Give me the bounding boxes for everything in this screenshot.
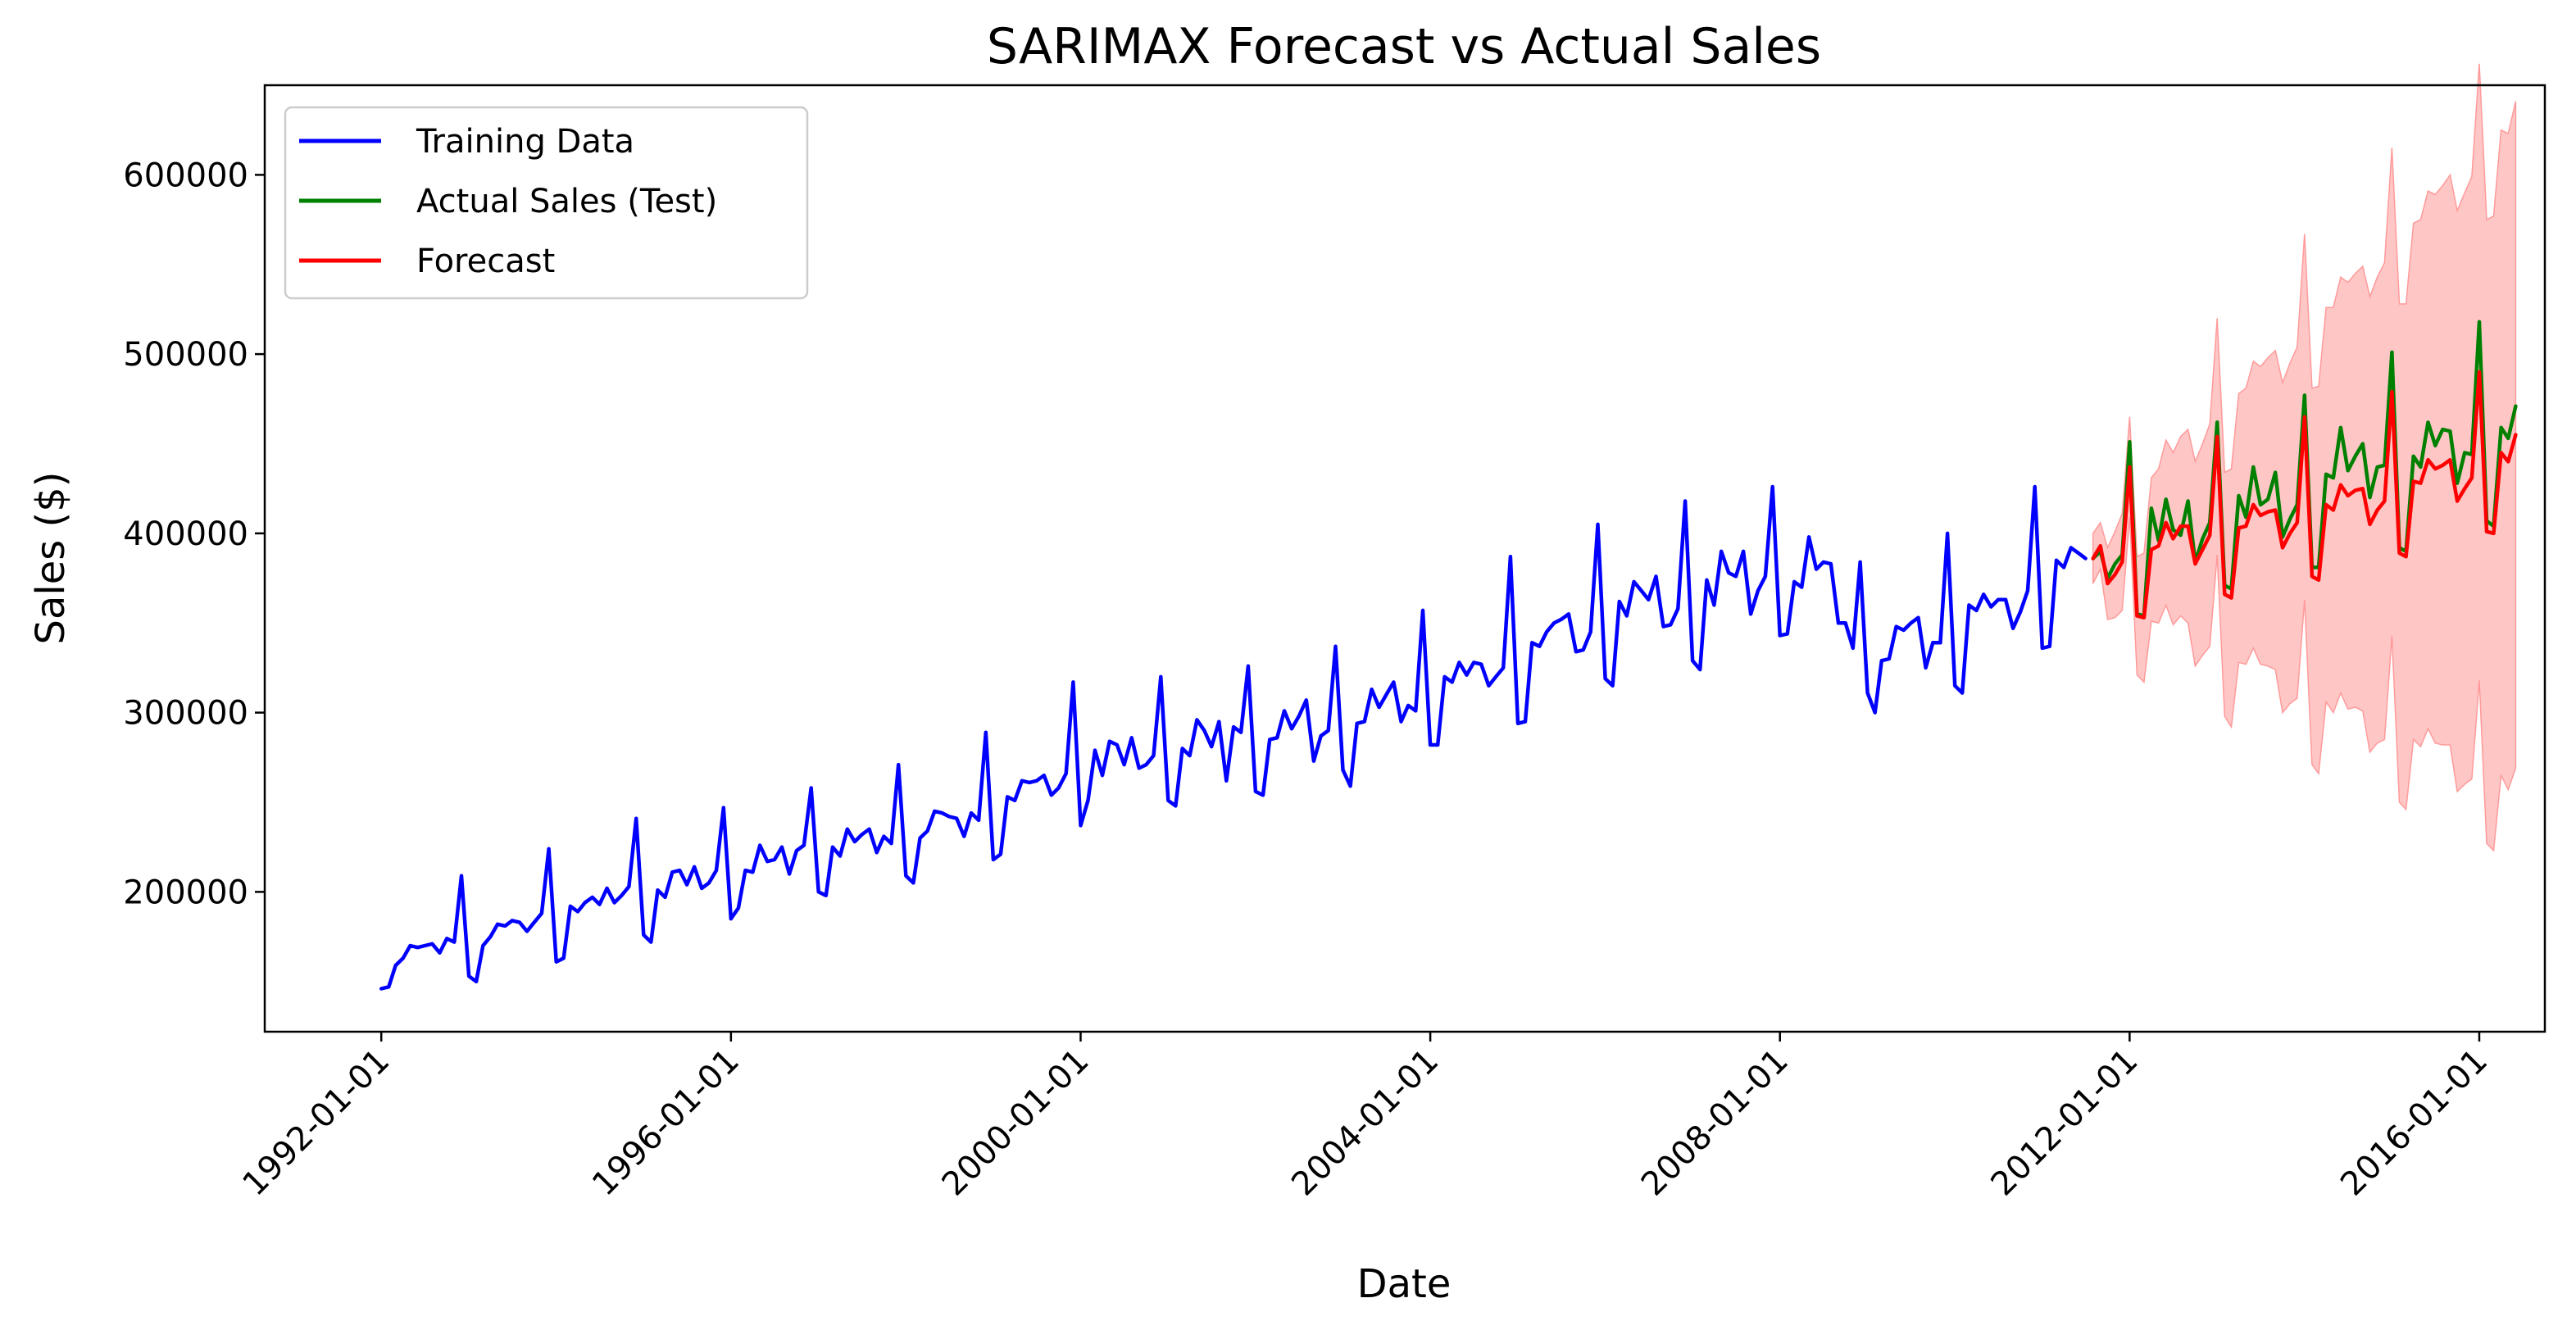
y-tick-label: 300000 [123, 695, 248, 733]
training-data-line [379, 484, 2088, 991]
actual-sales-line [2091, 320, 2518, 618]
legend: Training Data Actual Sales (Test) Foreca… [284, 106, 809, 300]
plot-area [379, 63, 2518, 991]
y-axis-label: Sales ($) [28, 471, 74, 644]
chart-title: SARIMAX Forecast vs Actual Sales [987, 18, 1821, 75]
forecast-line [2091, 370, 2518, 620]
y-tick-label: 600000 [123, 157, 248, 194]
legend-actual-label: Actual Sales (Test) [416, 183, 717, 220]
y-tick-label: 200000 [123, 874, 248, 911]
legend-training-label: Training Data [416, 123, 634, 161]
y-tick-label: 500000 [123, 336, 248, 374]
y-tick-label: 400000 [123, 515, 248, 553]
confidence-interval-band [2092, 63, 2517, 852]
x-axis-label: Date [1357, 1261, 1452, 1307]
legend-forecast-label: Forecast [416, 243, 555, 280]
plot-frame [263, 84, 2546, 1033]
legend-box [284, 106, 809, 300]
